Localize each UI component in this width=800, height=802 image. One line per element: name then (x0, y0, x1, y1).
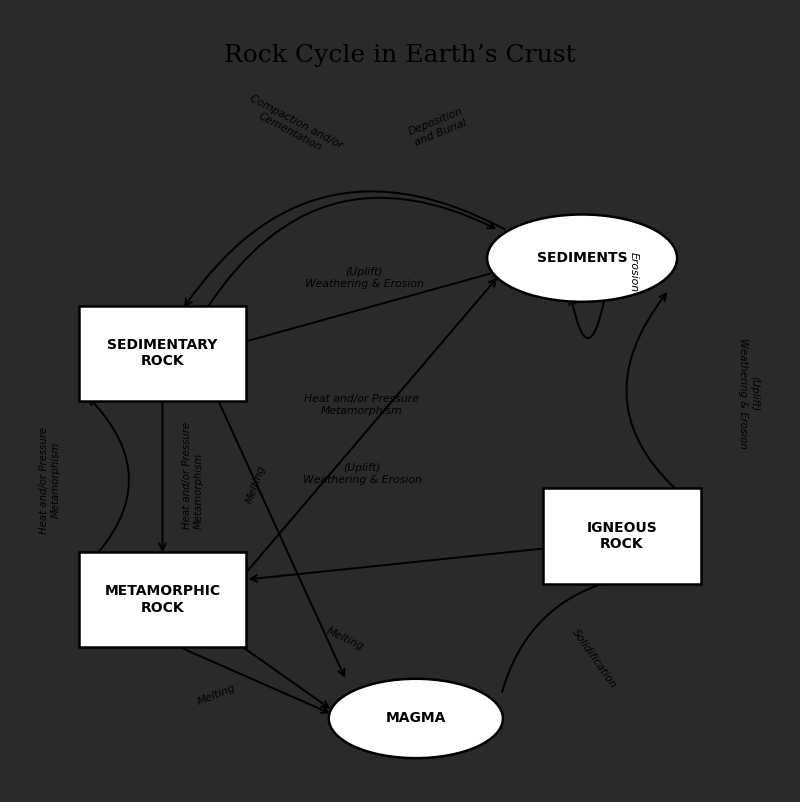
Text: Erosion: Erosion (629, 253, 638, 293)
Text: MAGMA: MAGMA (386, 711, 446, 726)
Text: (Uplift)
Weathering & Erosion: (Uplift) Weathering & Erosion (302, 464, 422, 485)
Ellipse shape (487, 214, 677, 302)
FancyBboxPatch shape (79, 306, 246, 401)
Text: IGNEOUS
ROCK: IGNEOUS ROCK (586, 520, 657, 551)
Text: (Uplift)
Weathering & Erosion: (Uplift) Weathering & Erosion (305, 267, 424, 289)
Ellipse shape (329, 678, 503, 758)
Text: Melting: Melting (196, 683, 237, 707)
Text: SEDIMENTARY
ROCK: SEDIMENTARY ROCK (107, 338, 218, 368)
FancyBboxPatch shape (79, 552, 246, 647)
Text: Melting: Melting (244, 464, 267, 505)
Text: (Uplift)
Weathering & Erosion: (Uplift) Weathering & Erosion (738, 338, 759, 448)
Text: Compaction and/or
Cementation: Compaction and/or Cementation (242, 93, 344, 161)
Text: Rock Cycle in Earth’s Crust: Rock Cycle in Earth’s Crust (224, 44, 576, 67)
Text: Heat and/or Pressure
Metamorphism: Heat and/or Pressure Metamorphism (39, 427, 61, 534)
Text: Heat and/or Pressure
Metamorphism: Heat and/or Pressure Metamorphism (182, 422, 204, 529)
Text: Solidification: Solidification (570, 627, 618, 691)
Text: METAMORPHIC
ROCK: METAMORPHIC ROCK (105, 585, 221, 614)
Text: Heat and/or Pressure
Metamorphism: Heat and/or Pressure Metamorphism (305, 394, 419, 415)
Text: Melting: Melting (324, 626, 365, 652)
FancyBboxPatch shape (542, 488, 701, 584)
Text: Deposition
and Burial: Deposition and Burial (407, 107, 469, 148)
Text: SEDIMENTS: SEDIMENTS (537, 251, 627, 265)
